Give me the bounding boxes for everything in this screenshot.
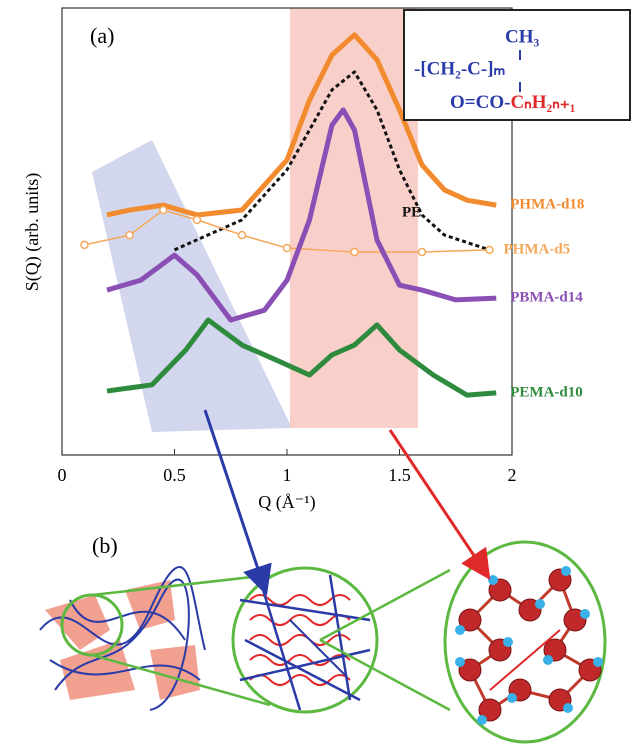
x-tick-label: 0 bbox=[58, 465, 67, 485]
data-point bbox=[417, 247, 427, 257]
crystallite bbox=[45, 580, 200, 700]
pointer-arrow bbox=[388, 429, 491, 580]
data-point bbox=[282, 243, 292, 253]
x-tick-label: 2 bbox=[508, 465, 517, 485]
structure-text: -[CH₂-C-]ₘ bbox=[414, 58, 505, 79]
data-point bbox=[485, 245, 494, 255]
zoom-circle bbox=[231, 566, 379, 714]
zoom-line bbox=[319, 638, 451, 712]
data-point bbox=[192, 215, 202, 225]
backbones bbox=[239, 574, 371, 711]
structure-text: CₙH₂ₙ₊₁ bbox=[510, 92, 575, 113]
zoom-line bbox=[91, 653, 271, 707]
structure-text: O=CO- bbox=[450, 92, 510, 113]
zoom-circle bbox=[443, 540, 607, 744]
diagram bbox=[39, 540, 607, 744]
pointer-arrow bbox=[203, 409, 272, 596]
zoom-line bbox=[319, 568, 451, 642]
data-point bbox=[125, 230, 134, 240]
data-point bbox=[350, 247, 359, 257]
spacing-arrow bbox=[289, 619, 346, 676]
series-line bbox=[106, 107, 497, 323]
series-line bbox=[106, 317, 497, 398]
x-tick-label: 1.5 bbox=[388, 465, 411, 485]
structure-box bbox=[403, 9, 631, 121]
x-tick-label: 0.5 bbox=[163, 465, 186, 485]
x-tick-label: 1 bbox=[283, 465, 292, 485]
series-line bbox=[106, 32, 497, 218]
chains bbox=[39, 566, 206, 711]
panel-label: (a) bbox=[90, 23, 114, 48]
structure-text: CH₃ bbox=[505, 26, 540, 47]
plot-area: PE bbox=[80, 32, 497, 398]
series-label: PEMA-d10 bbox=[510, 384, 583, 400]
data-point bbox=[159, 205, 168, 215]
zoom-line bbox=[91, 573, 271, 597]
series-label: PHMA-d5 bbox=[504, 241, 571, 257]
hydrogens bbox=[455, 566, 603, 725]
data-point bbox=[80, 240, 89, 250]
x-axis-label: Q (Å⁻¹) bbox=[258, 492, 315, 513]
y-axis-label: S(Q) (arb. units) bbox=[22, 173, 43, 291]
series-label: PBMA-d14 bbox=[510, 290, 583, 306]
panel-label: (b) bbox=[92, 533, 118, 558]
series-label: PHMA-d18 bbox=[510, 197, 584, 213]
spacing-arrow bbox=[489, 629, 561, 691]
structure-text: O=CO-CₙH₂ₙ₊₁ bbox=[450, 92, 576, 113]
data-point bbox=[237, 230, 247, 240]
low-q-region bbox=[92, 140, 292, 432]
side-chains bbox=[249, 594, 351, 686]
series-label: PE bbox=[402, 204, 421, 220]
series-line bbox=[173, 70, 490, 252]
